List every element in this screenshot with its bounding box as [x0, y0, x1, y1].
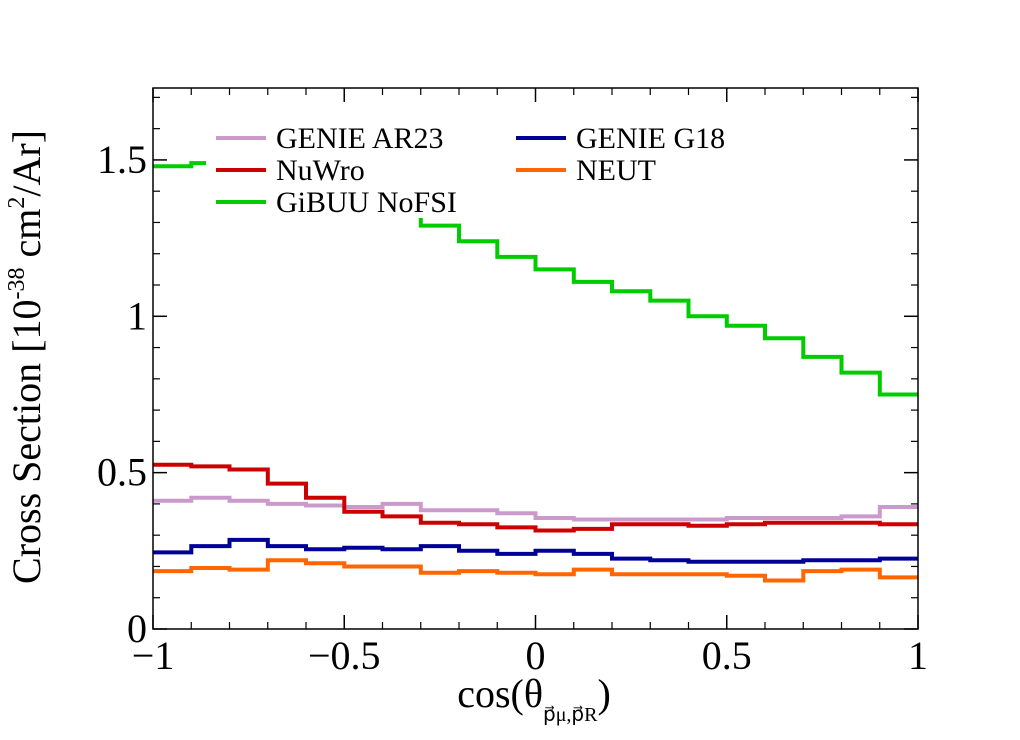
- series-line-genie-ar23: [153, 495, 918, 522]
- series-line-nuwro: [153, 462, 918, 533]
- legend-label-genie-g18: GENIE G18: [576, 122, 725, 155]
- series-layer: [153, 161, 918, 583]
- series-line-neut: [153, 558, 918, 583]
- legend-label-neut: NEUT: [576, 154, 656, 187]
- x-axis-title-main: cos(θ: [457, 671, 543, 716]
- y-axis-title-end: /Ar]: [4, 130, 49, 197]
- x-tick-label: 0.5: [702, 633, 752, 678]
- legend-label-genie-ar23: GENIE AR23: [276, 122, 444, 155]
- legend-label-nuwro: NuWro: [276, 154, 365, 187]
- series-line-genie-g18: [153, 537, 918, 564]
- x-axis-title-sub: p⃗μ,p⃗R: [543, 704, 598, 726]
- legend: GENIE AR23 GENIE G18 NuWro NEUT GiBUU NoFSI: [206, 118, 725, 219]
- y-tick-label: 0: [127, 606, 147, 651]
- x-tick-label: −0.5: [308, 633, 381, 678]
- legend-label-gibuu-nofsi: GiBUU NoFSI: [276, 186, 457, 219]
- y-axis-title: Cross Section [10-38 cm2/Ar]: [4, 130, 49, 584]
- x-tick-label: 0: [526, 633, 546, 678]
- x-tick-label: 1: [908, 633, 928, 678]
- y-tick-label: 0.5: [97, 450, 147, 495]
- x-tick-label: −1: [132, 633, 175, 678]
- x-axis-title-close: ): [597, 671, 610, 716]
- y-tick-label: 1.5: [97, 137, 147, 182]
- axis-layer: −1 −0.5 0 0.5 1 0 0.5 1 1.5: [97, 87, 928, 678]
- y-axis-title-exp2: 2: [4, 197, 30, 209]
- y-axis-title-exp: -38: [4, 268, 30, 300]
- y-tick-label: 1: [127, 293, 147, 338]
- x-axis-title: cos(θp⃗μ,p⃗R): [457, 671, 611, 726]
- y-axis-title-main: Cross Section [10: [4, 300, 49, 584]
- y-axis-title-mid: cm: [4, 209, 49, 268]
